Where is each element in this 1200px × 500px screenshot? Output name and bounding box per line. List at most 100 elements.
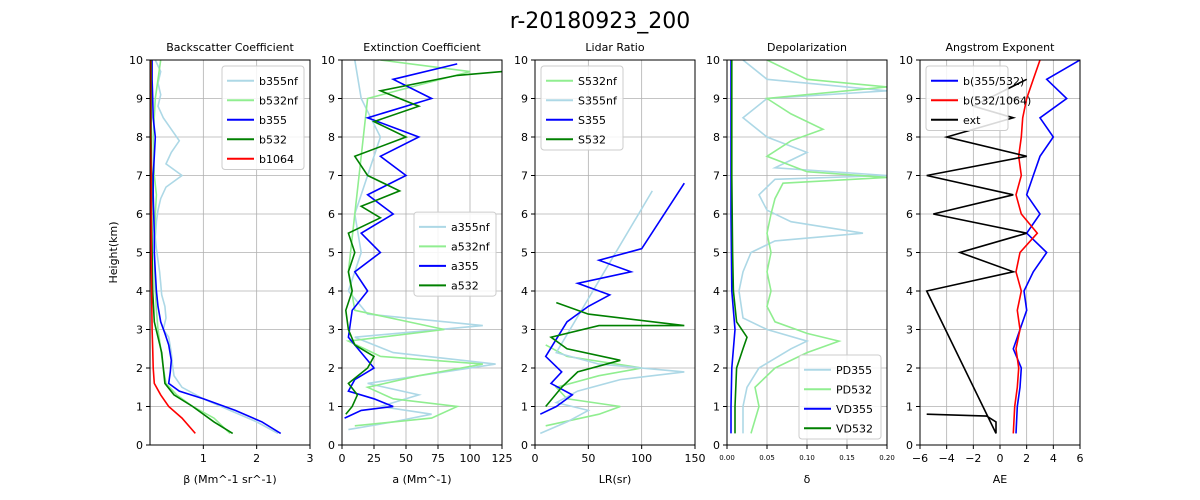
y-axis-label: Height(km): [107, 221, 120, 283]
y-tick-label: 6: [328, 208, 335, 221]
legend: PD355 PD532 VD355 VD532: [798, 354, 882, 440]
series-group: [730, 60, 887, 434]
legend-label: b(355/532): [963, 75, 1024, 88]
chart-panel-5: 0 1 2 3 4 5 6 7 8 9 10 −6 −4 −2 0 2 4 6 Angstrom Exponent A…: [899, 41, 1084, 486]
x-tick-label: −4: [939, 452, 955, 465]
panel-title: Angstrom Exponent: [946, 41, 1056, 54]
x-tick-label: 6: [1077, 452, 1084, 465]
y-tick-label: 8: [521, 131, 528, 144]
chart-panel-1: 0 1 2 3 4 5 6 7 8 9 10 1 2 3 Backscatter Coefficient β …: [107, 41, 314, 486]
y-tick-label: 8: [136, 131, 143, 144]
series-line-VD355: [730, 60, 736, 434]
legend-label: a532nf: [451, 240, 491, 253]
x-tick-label: 4: [1050, 452, 1057, 465]
y-tick-label: 5: [136, 247, 143, 260]
y-tick-label: 10: [706, 54, 720, 67]
series-line-b(532/1064): [1012, 60, 1041, 434]
y-tick-label: 0: [906, 439, 913, 452]
legend-label: a532: [451, 279, 479, 292]
series-line-S355: [539, 182, 685, 415]
legend-label: a355: [451, 260, 479, 273]
x-tick-label: 100: [460, 452, 481, 465]
legend-label: PD532: [836, 383, 872, 396]
y-tick-label: 4: [906, 285, 913, 298]
y-tick-label: 6: [713, 208, 720, 221]
legend-box: [221, 65, 305, 170]
y-tick-label: 2: [136, 362, 143, 375]
y-tick-label: 8: [906, 131, 913, 144]
legend-label: S532nf: [578, 75, 618, 88]
y-tick-label: 10: [899, 54, 913, 67]
y-tick-label: 1: [328, 401, 335, 414]
y-tick-label: 0: [713, 439, 720, 452]
series-line-b(355/532): [1012, 60, 1080, 434]
panel-title: Backscatter Coefficient: [166, 41, 294, 54]
x-axis-label: AE: [993, 473, 1008, 486]
series-line-PD355: [738, 60, 887, 434]
y-tick-label: 9: [328, 93, 335, 106]
x-tick-label: 0.00: [719, 454, 735, 462]
series-group: [539, 182, 685, 435]
y-tick-label: 7: [713, 170, 720, 183]
x-tick-label: 50: [581, 452, 595, 465]
y-tick-label: 2: [906, 362, 913, 375]
y-tick-label: 5: [713, 247, 720, 260]
series-line-a532: [344, 70, 502, 415]
legend-label: VD355: [836, 403, 873, 416]
y-tick-label: 3: [906, 324, 913, 337]
legend-label: a355nf: [451, 221, 491, 234]
series-line-S532: [545, 301, 685, 408]
legend-box: [413, 211, 497, 297]
y-tick-label: 9: [136, 93, 143, 106]
y-tick-label: 10: [129, 54, 143, 67]
y-tick-label: 4: [521, 285, 528, 298]
x-tick-label: 0: [339, 452, 346, 465]
series-line-S355nf: [539, 190, 685, 435]
x-tick-label: 0.10: [799, 454, 815, 462]
y-tick-label: 10: [514, 54, 528, 67]
y-tick-label: 7: [521, 170, 528, 183]
y-tick-label: 3: [521, 324, 528, 337]
legend: S532nf S355nf S355 S532: [540, 65, 624, 151]
legend-box: [540, 65, 624, 151]
legend-label: b355: [259, 114, 287, 127]
y-tick-label: 0: [136, 439, 143, 452]
y-tick-label: 4: [713, 285, 720, 298]
y-tick-label: 6: [906, 208, 913, 221]
y-tick-label: 9: [521, 93, 528, 106]
x-tick-label: 0.05: [759, 454, 775, 462]
series-line-PD532: [750, 60, 887, 434]
series-line-ext: [925, 78, 1028, 434]
legend-label: S532: [578, 133, 606, 146]
x-tick-label: 2: [253, 452, 260, 465]
x-axis-label: LR(sr): [599, 473, 632, 486]
y-tick-label: 9: [906, 93, 913, 106]
y-tick-label: 7: [328, 170, 335, 183]
chart-panel-4: 0 1 2 3 4 5 6 7 8 9 10 0.00 0.05 0.10 0.15 0.20 Depolari…: [706, 41, 895, 486]
panel-title: Extinction Coefficient: [363, 41, 481, 54]
y-tick-label: 9: [713, 93, 720, 106]
x-tick-label: 50: [399, 452, 413, 465]
x-tick-label: 0.15: [839, 454, 855, 462]
y-tick-label: 2: [521, 362, 528, 375]
y-tick-label: 5: [328, 247, 335, 260]
series-line-b1064: [150, 60, 196, 434]
legend-box: [925, 65, 1009, 131]
series-line-S532nf: [545, 344, 642, 427]
y-tick-label: 6: [136, 208, 143, 221]
x-tick-label: −2: [965, 452, 981, 465]
series-line-b532nf: [152, 60, 231, 434]
x-axis-label: a (Mm^-1): [392, 473, 451, 486]
y-tick-label: 1: [906, 401, 913, 414]
panel-title: Depolarization: [767, 41, 847, 54]
x-tick-label: 75: [431, 452, 445, 465]
y-tick-label: 5: [906, 247, 913, 260]
x-tick-label: 0: [997, 452, 1004, 465]
y-tick-label: 2: [713, 362, 720, 375]
y-tick-label: 8: [713, 131, 720, 144]
legend: b(355/532) b(532/1064) ext: [925, 65, 1031, 131]
y-tick-label: 0: [521, 439, 528, 452]
y-tick-label: 3: [328, 324, 335, 337]
